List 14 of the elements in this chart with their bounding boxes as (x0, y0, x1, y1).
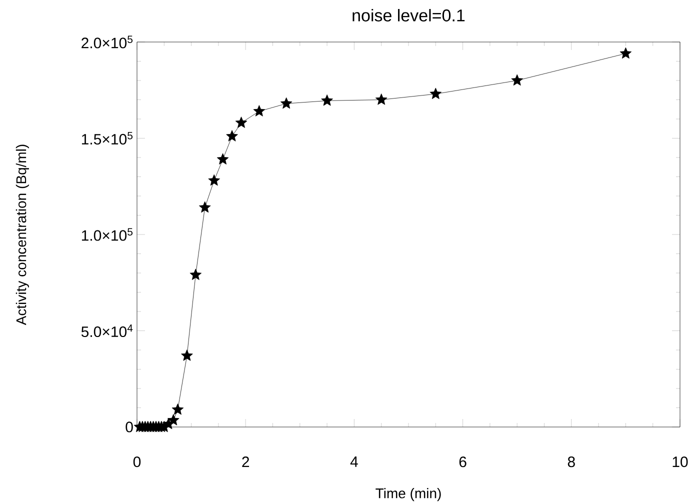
x-tick-label: 6 (459, 456, 466, 468)
y-tick-label: 1.5×10$^{5}$ (82, 132, 133, 145)
y-tick-label: 2.0×10$^{5}$ (82, 36, 133, 48)
x-tick-label: 0 (133, 456, 141, 468)
x-axis-title: Time (min) (376, 488, 441, 502)
y-axis-title: Activity concentration (Bq/ml) (16, 144, 29, 326)
x-tick-label: 10 (672, 456, 688, 468)
y-tick-label: 1.0×10$^{5}$ (82, 228, 133, 241)
x-tick-label: 8 (568, 456, 575, 468)
chart-title: noise level=0.1 (352, 8, 465, 22)
x-tick-label: 4 (350, 456, 358, 467)
y-tick-label: 0 (126, 422, 133, 432)
x-tick-label: 2 (242, 456, 250, 468)
y-tick-label: 5.0×10$^{4}$ (81, 324, 133, 338)
